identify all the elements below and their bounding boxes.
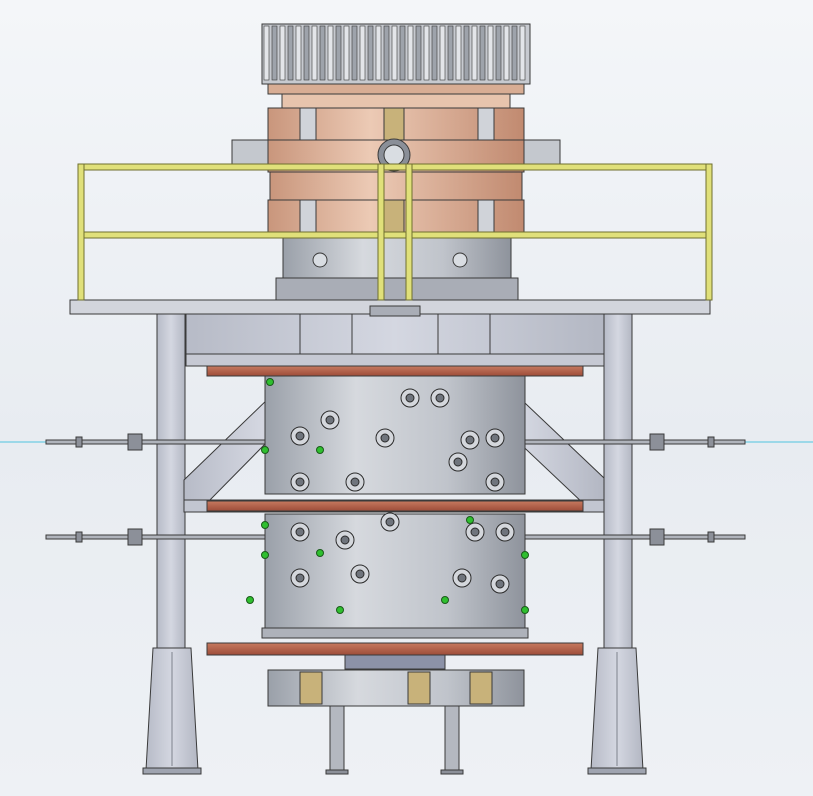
cryo-fin <box>463 25 470 81</box>
cryo-fin <box>447 25 454 81</box>
green-valve-marker <box>261 551 269 559</box>
port-bore <box>355 569 365 579</box>
cryo-fin <box>423 25 430 81</box>
green-valve-marker <box>521 606 529 614</box>
green-valve-marker <box>316 549 324 557</box>
port-bore <box>385 517 395 527</box>
cryo-fin <box>407 25 414 81</box>
port-bore <box>325 415 335 425</box>
cryo-fin <box>311 25 318 81</box>
support-legs[interactable] <box>142 647 647 775</box>
cryo-fin <box>503 25 510 81</box>
cryo-fin <box>391 25 398 81</box>
upper-vacuum-chamber[interactable] <box>231 81 561 301</box>
port-bore <box>465 435 475 445</box>
cryo-fin <box>303 25 310 81</box>
green-valve-marker <box>246 596 254 604</box>
port-bore <box>495 579 505 589</box>
green-valve-marker <box>336 606 344 614</box>
port-bore <box>490 477 500 487</box>
green-valve-marker <box>521 551 529 559</box>
port-bore <box>500 527 510 537</box>
green-valve-marker <box>266 378 274 386</box>
port-bore <box>350 477 360 487</box>
port-bore <box>295 431 305 441</box>
cryo-fin <box>487 25 494 81</box>
cryo-fin <box>439 25 446 81</box>
port-bore <box>380 433 390 443</box>
cryo-fin <box>319 25 326 81</box>
bottom-flange-assembly[interactable] <box>267 654 525 775</box>
cryo-fin <box>279 25 286 81</box>
port-bore <box>435 393 445 403</box>
port-bore <box>470 527 480 537</box>
support-deck[interactable] <box>69 299 711 367</box>
cryo-fin <box>519 25 526 81</box>
cryo-head[interactable] <box>261 23 531 85</box>
port-bore <box>405 393 415 403</box>
cryo-fin <box>271 25 278 81</box>
green-valve-marker <box>441 596 449 604</box>
cryo-fin <box>375 25 382 81</box>
green-valve-marker <box>261 446 269 454</box>
safety-railing[interactable] <box>77 163 713 301</box>
cryo-fin <box>359 25 366 81</box>
cryo-fin <box>495 25 502 81</box>
port-bore <box>295 527 305 537</box>
green-valve-marker <box>466 516 474 524</box>
green-valve-marker <box>261 521 269 529</box>
cryo-fin <box>479 25 486 81</box>
cryo-fin <box>351 25 358 81</box>
port-bore <box>457 573 467 583</box>
cryo-fin <box>327 25 334 81</box>
cryo-fin <box>367 25 374 81</box>
port-bore <box>295 477 305 487</box>
cryo-fin <box>431 25 438 81</box>
cryo-fin <box>335 25 342 81</box>
port-bore <box>340 535 350 545</box>
cryo-fin <box>455 25 462 81</box>
cryo-fin <box>511 25 518 81</box>
cryo-fin <box>399 25 406 81</box>
cryo-fin <box>263 25 270 81</box>
cryo-fin <box>343 25 350 81</box>
cryo-fin <box>471 25 478 81</box>
port-bore <box>453 457 463 467</box>
cryo-fin <box>295 25 302 81</box>
green-valve-marker <box>316 446 324 454</box>
cryo-fin <box>287 25 294 81</box>
feedthrough-rods[interactable] <box>45 433 746 546</box>
port-bore <box>295 573 305 583</box>
cryo-fin <box>415 25 422 81</box>
port-bore <box>490 433 500 443</box>
lower-chamber-ports[interactable] <box>246 378 529 614</box>
cryo-fin <box>383 25 390 81</box>
